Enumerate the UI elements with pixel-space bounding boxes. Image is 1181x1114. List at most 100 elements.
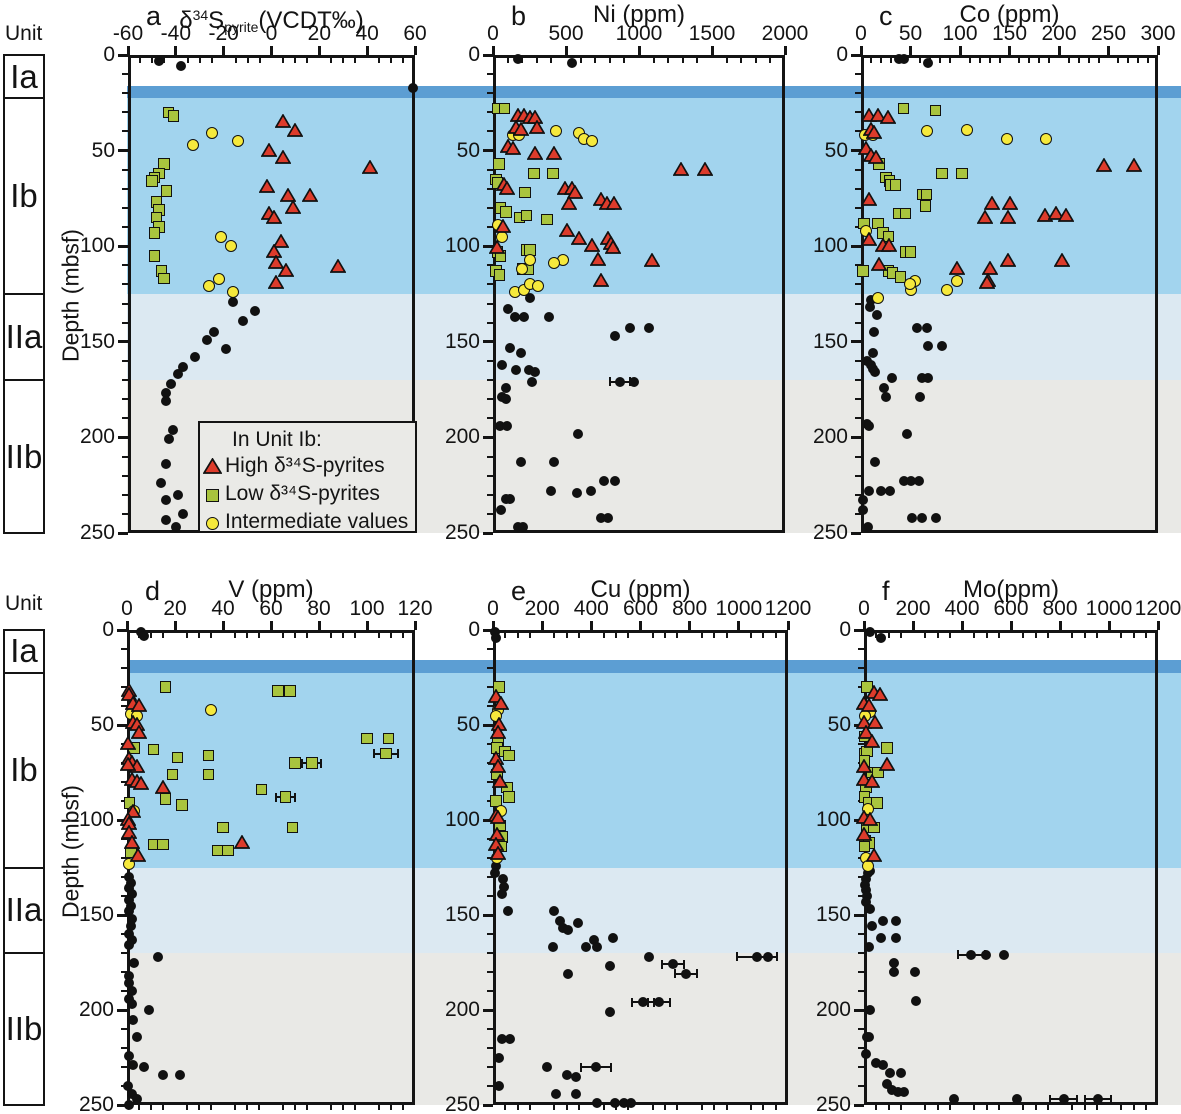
x-major-tick [317, 46, 321, 55]
point-c-intermediate [941, 284, 954, 297]
point-f-high-d34s [865, 847, 883, 867]
point-d-low-d34s [147, 743, 160, 756]
depth-minor-tick [122, 130, 128, 133]
x-minor-tick-bottom [700, 1105, 703, 1110]
x-tick-label: 40 [355, 22, 379, 45]
panel-title-b: Ni (ppm) [592, 1, 685, 28]
point-d-black-unlabeled [124, 978, 135, 989]
point-f-high-d34s [857, 723, 875, 744]
point-f-high-d34s [856, 826, 873, 846]
x-minor-tick-bottom [651, 1105, 654, 1110]
point-c-low-d34s [919, 200, 932, 212]
x-minor-tick [578, 633, 581, 638]
point-e-high-d34s [492, 695, 510, 715]
x-minor-tick [594, 58, 597, 63]
point-b-low-d34s [493, 158, 505, 170]
x-minor-tick [887, 633, 890, 638]
point-f-black-unlabeled [893, 1086, 904, 1097]
point-b-high-d34s [696, 161, 714, 181]
x-minor-tick [676, 633, 679, 638]
depth-minor-tick [122, 168, 128, 171]
point-c-intermediate [1000, 133, 1013, 146]
x-minor-tick-bottom [725, 1105, 728, 1110]
x-tick-label: 800 [672, 597, 708, 620]
point-f-high-d34s [878, 756, 896, 776]
depth-minor-tick [855, 512, 861, 515]
x-major-tick [222, 46, 226, 55]
depth-minor-tick [122, 474, 128, 477]
point-c-high-d34s [860, 231, 878, 251]
error-bar-cap [320, 758, 323, 768]
point-c-black-unlabeled [884, 485, 895, 496]
x-major-tick [173, 621, 177, 630]
point-a-black-unlabeled [228, 296, 239, 307]
point-a-intermediate [203, 280, 216, 293]
point-c-high-d34s [981, 260, 999, 280]
point-a-high-d34s [286, 122, 304, 142]
x-minor-tick [1120, 633, 1123, 638]
panel-title-e: Cu (ppm) [590, 576, 691, 603]
point-a-high-d34s [361, 159, 379, 179]
depth-major-tick [118, 244, 128, 248]
point-b-intermediate [516, 263, 529, 276]
x-minor-tick-bottom [875, 1105, 878, 1110]
x-tick-label: 1200 [764, 597, 812, 620]
depth-minor-tick [855, 398, 861, 401]
depth-minor-tick [487, 1028, 493, 1030]
point-c-high-d34s [869, 107, 887, 127]
point-d-black-unlabeled [126, 1088, 137, 1099]
x-minor-tick [246, 633, 248, 638]
x-minor-tick [258, 58, 261, 63]
x-minor-tick [516, 633, 519, 638]
x-minor-tick [1067, 58, 1070, 63]
x-minor-tick [579, 58, 582, 63]
error-bar-cap [1076, 1094, 1079, 1104]
x-major-tick [1107, 46, 1110, 55]
point-b-black-unlabeled [518, 311, 529, 322]
point-d-low-d34s [289, 757, 301, 769]
point-e-black-unlabeled [681, 968, 692, 979]
x-minor-tick-bottom [390, 1105, 392, 1110]
point-c-black-unlabeled [865, 294, 876, 305]
x-minor-tick [754, 58, 757, 63]
x-minor-tick-bottom [1144, 1105, 1147, 1110]
x-major-tick [491, 46, 495, 55]
point-f-black-unlabeled [875, 632, 886, 643]
x-minor-tick-bottom [186, 1105, 188, 1110]
x-minor-tick [390, 58, 393, 63]
point-c-high-d34s [870, 256, 888, 276]
x-minor-tick-bottom [1083, 1105, 1086, 1110]
point-e-black-unlabeled [589, 934, 600, 945]
point-b-black-unlabeled [501, 382, 512, 393]
depth-minor-tick [487, 168, 493, 171]
point-c-black-unlabeled [923, 340, 934, 351]
depth-major-tick [483, 531, 493, 535]
depth-major-tick [117, 1008, 127, 1012]
unit-boundary-stripe [127, 660, 1181, 673]
x-minor-tick [342, 633, 344, 638]
depth-major-tick [117, 723, 127, 727]
point-a-high-d34s [274, 149, 292, 169]
point-c-black-unlabeled [915, 392, 926, 403]
x-tick-label: 1000 [1085, 597, 1133, 620]
point-d-black-unlabeled [124, 906, 135, 917]
x-major-tick [413, 46, 417, 55]
x-major-tick [1058, 621, 1062, 630]
point-e-black-unlabeled [605, 961, 616, 972]
x-major-tick [589, 621, 593, 630]
point-e-black-unlabeled [550, 1088, 561, 1099]
point-c-intermediate [1040, 133, 1053, 146]
depth-minor-tick [122, 226, 128, 229]
point-c-black-unlabeled [931, 512, 942, 523]
point-b-high-d34s [589, 250, 607, 271]
x-minor-tick [889, 58, 892, 63]
x-tick-label: 50 [898, 22, 923, 45]
depth-tick-label: 200 [444, 425, 480, 449]
point-b-black-unlabeled [509, 311, 520, 322]
x-minor-tick-bottom [282, 1105, 284, 1110]
panel-e-plot-area [493, 630, 788, 1105]
depth-minor-tick [122, 512, 128, 515]
unit-box-ia: Ia [3, 629, 45, 674]
point-e-black-unlabeled [547, 942, 558, 953]
x-minor-tick [1048, 58, 1051, 63]
